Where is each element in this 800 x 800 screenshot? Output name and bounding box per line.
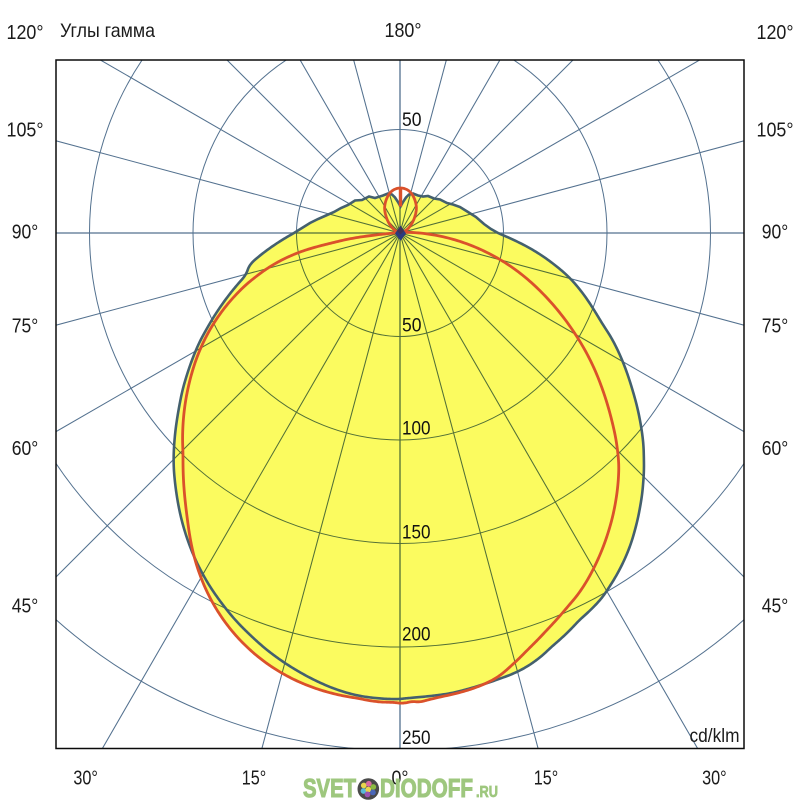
svg-text:50: 50: [402, 110, 422, 131]
svg-text:15°: 15°: [242, 768, 267, 790]
svg-text:15°: 15°: [534, 768, 559, 790]
svg-text:50: 50: [402, 316, 422, 337]
svg-text:30°: 30°: [73, 768, 98, 790]
svg-text:75°: 75°: [12, 316, 39, 338]
svg-text:120°: 120°: [7, 22, 44, 44]
svg-text:Углы гамма: Углы гамма: [60, 20, 155, 42]
svg-text:DIODOFF: DIODOFF: [380, 773, 473, 800]
svg-text:60°: 60°: [762, 438, 789, 460]
svg-text:250: 250: [402, 728, 431, 749]
svg-text:75°: 75°: [762, 316, 789, 338]
svg-text:90°: 90°: [12, 222, 39, 244]
svg-text:180°: 180°: [385, 20, 422, 42]
svg-text:120°: 120°: [757, 22, 794, 44]
svg-text:105°: 105°: [7, 120, 44, 142]
svg-text:45°: 45°: [762, 596, 789, 618]
svg-text:SVET: SVET: [303, 773, 356, 800]
svg-text:105°: 105°: [757, 120, 794, 142]
svg-text:100: 100: [402, 419, 431, 440]
svg-text:45°: 45°: [12, 596, 39, 618]
svg-text:cd/klm: cd/klm: [690, 726, 740, 747]
svg-text:.RU: .RU: [476, 784, 498, 800]
svg-text:60°: 60°: [12, 438, 39, 460]
svg-text:90°: 90°: [762, 222, 789, 244]
svg-text:200: 200: [402, 625, 431, 646]
svg-text:30°: 30°: [702, 768, 727, 790]
svg-text:0°: 0°: [392, 768, 409, 790]
svg-text:150: 150: [402, 523, 431, 544]
